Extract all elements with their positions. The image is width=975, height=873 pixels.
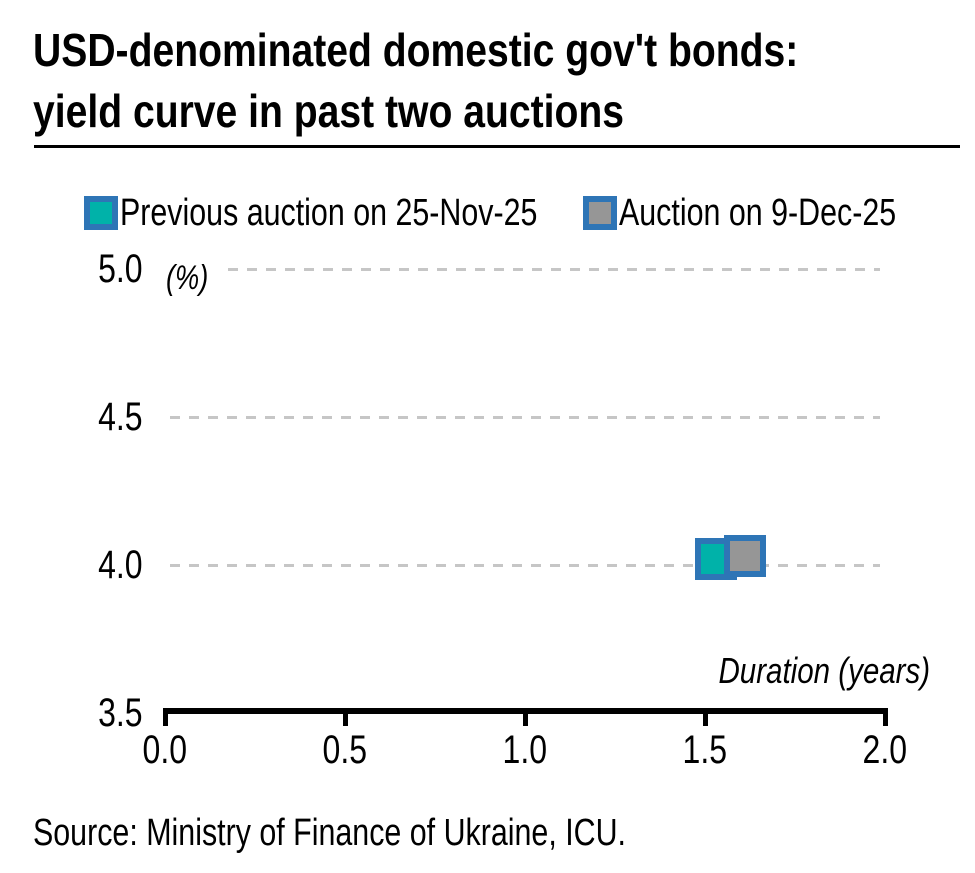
y-axis-unit-label: (%): [166, 259, 209, 297]
chart-title-line2: yield curve in past two auctions: [33, 85, 624, 137]
x-tick-mark-0.0: [162, 708, 168, 726]
legend-swatch-current-auction: [583, 196, 617, 230]
y-tick-label-5.0: 5.0: [98, 247, 143, 291]
x-tick-label-2.0: 2.0: [862, 728, 908, 772]
x-tick-mark-0.5: [342, 708, 348, 726]
title-divider: [34, 145, 960, 148]
y-tick-label-4.5: 4.5: [98, 395, 143, 439]
x-tick-label-1.0: 1.0: [502, 728, 548, 772]
legend-label-previous-auction: Previous auction on 25-Nov-25: [120, 192, 538, 234]
gridline-y-5.0: [228, 267, 880, 271]
x-tick-mark-1.0: [522, 708, 528, 726]
gridline-y-4.0: [170, 563, 880, 567]
source-note: Source: Ministry of Finance of Ukraine, …: [33, 812, 627, 854]
legend-label-current-auction: Auction on 9-Dec-25: [619, 192, 897, 234]
x-tick-label-1.5: 1.5: [682, 728, 728, 772]
y-tick-label-3.5: 3.5: [98, 691, 143, 735]
x-tick-label-0.0: 0.0: [142, 728, 188, 772]
x-axis-title: Duration (years): [718, 650, 930, 691]
x-tick-mark-2.0: [882, 708, 888, 726]
x-tick-mark-1.5: [702, 708, 708, 726]
marker-series-1: [723, 535, 766, 578]
legend-swatch-previous-auction: [84, 196, 118, 230]
y-tick-label-4.0: 4.0: [98, 543, 143, 587]
gridline-y-4.5: [170, 415, 880, 419]
legend-item-previous-auction: Previous auction on 25-Nov-25: [84, 192, 642, 234]
x-tick-label-0.5: 0.5: [322, 728, 368, 772]
chart-title: USD-denominated domestic gov't bonds: yi…: [33, 20, 933, 142]
legend-item-current-auction: Auction on 9-Dec-25: [583, 192, 965, 234]
chart-title-line1: USD-denominated domestic gov't bonds:: [33, 24, 799, 76]
